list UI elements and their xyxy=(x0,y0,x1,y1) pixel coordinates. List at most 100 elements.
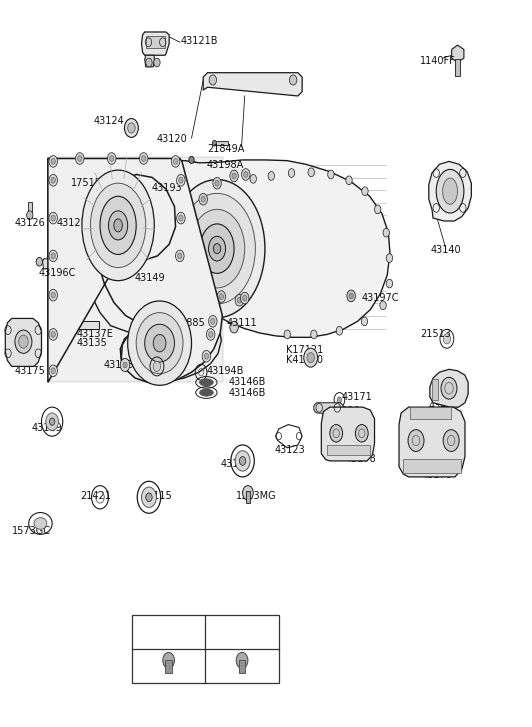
Text: 1140FF: 1140FF xyxy=(420,56,456,66)
Circle shape xyxy=(304,348,318,367)
Bar xyxy=(28,202,32,218)
Circle shape xyxy=(49,329,57,340)
Circle shape xyxy=(235,451,250,471)
Text: 43194B: 43194B xyxy=(206,366,244,376)
Bar xyxy=(455,59,460,76)
Circle shape xyxy=(441,377,457,399)
Ellipse shape xyxy=(145,324,174,362)
Ellipse shape xyxy=(114,219,122,232)
Circle shape xyxy=(123,362,127,368)
Polygon shape xyxy=(142,32,169,55)
Circle shape xyxy=(355,425,368,442)
Circle shape xyxy=(190,318,195,324)
Circle shape xyxy=(375,205,381,214)
Circle shape xyxy=(82,212,88,219)
Circle shape xyxy=(347,290,355,302)
Circle shape xyxy=(110,156,114,161)
Circle shape xyxy=(408,430,424,451)
Circle shape xyxy=(308,168,314,177)
Circle shape xyxy=(362,187,368,196)
Text: 43178: 43178 xyxy=(346,454,377,464)
Text: 45330: 45330 xyxy=(330,406,361,417)
Circle shape xyxy=(337,397,342,403)
Polygon shape xyxy=(5,318,41,366)
Circle shape xyxy=(289,75,297,85)
Text: 43115: 43115 xyxy=(142,491,173,501)
Circle shape xyxy=(443,430,459,451)
Circle shape xyxy=(157,177,167,190)
Circle shape xyxy=(230,170,238,182)
Polygon shape xyxy=(43,259,101,269)
Text: 11403C: 11403C xyxy=(151,628,186,638)
Polygon shape xyxy=(157,160,390,337)
Text: 43198A: 43198A xyxy=(206,160,244,170)
Circle shape xyxy=(192,220,196,225)
Circle shape xyxy=(189,156,194,164)
Circle shape xyxy=(443,334,451,344)
Circle shape xyxy=(51,253,55,259)
Circle shape xyxy=(204,285,209,291)
Bar xyxy=(432,379,438,400)
Circle shape xyxy=(153,361,161,371)
Circle shape xyxy=(219,294,223,300)
Circle shape xyxy=(432,426,436,432)
Bar xyxy=(403,459,461,473)
Circle shape xyxy=(187,246,192,252)
Circle shape xyxy=(88,173,98,188)
Circle shape xyxy=(307,353,314,363)
Circle shape xyxy=(173,158,178,164)
Circle shape xyxy=(242,169,250,180)
Bar xyxy=(410,407,451,419)
Circle shape xyxy=(179,177,183,183)
Text: 43176: 43176 xyxy=(422,470,453,480)
Polygon shape xyxy=(321,407,375,461)
Circle shape xyxy=(361,317,368,326)
Circle shape xyxy=(142,156,146,161)
Text: 43885: 43885 xyxy=(174,318,205,328)
Circle shape xyxy=(49,418,55,425)
Text: 21849A: 21849A xyxy=(207,144,245,154)
Polygon shape xyxy=(145,55,154,67)
Circle shape xyxy=(209,75,217,85)
Ellipse shape xyxy=(109,211,128,240)
Ellipse shape xyxy=(189,209,245,288)
Text: 1140EJ: 1140EJ xyxy=(227,628,257,638)
Text: 43124: 43124 xyxy=(93,116,124,126)
Text: 43195C: 43195C xyxy=(420,424,458,434)
Circle shape xyxy=(213,177,221,189)
Ellipse shape xyxy=(200,379,213,386)
Circle shape xyxy=(154,58,160,67)
Circle shape xyxy=(46,413,59,430)
Circle shape xyxy=(430,423,438,435)
Circle shape xyxy=(311,330,317,339)
Circle shape xyxy=(202,282,211,294)
Text: K41800: K41800 xyxy=(286,355,323,365)
Ellipse shape xyxy=(436,169,464,213)
Text: 43119: 43119 xyxy=(221,459,252,469)
Circle shape xyxy=(142,487,156,507)
Text: 1123MG: 1123MG xyxy=(236,491,276,501)
Ellipse shape xyxy=(82,170,154,281)
Circle shape xyxy=(212,140,217,146)
Polygon shape xyxy=(452,45,464,63)
Ellipse shape xyxy=(209,236,226,261)
Circle shape xyxy=(215,180,219,186)
Text: 43146B: 43146B xyxy=(229,388,266,398)
Circle shape xyxy=(243,486,253,500)
Ellipse shape xyxy=(169,180,265,318)
Text: 43193: 43193 xyxy=(104,360,135,370)
Circle shape xyxy=(188,270,193,276)
Bar xyxy=(213,141,228,145)
Circle shape xyxy=(177,174,185,186)
Text: 43120: 43120 xyxy=(157,134,188,144)
Circle shape xyxy=(386,279,393,288)
Text: 43196C: 43196C xyxy=(39,268,76,278)
Circle shape xyxy=(27,211,33,220)
Circle shape xyxy=(188,316,197,327)
Polygon shape xyxy=(429,161,471,221)
Circle shape xyxy=(186,268,195,279)
Polygon shape xyxy=(48,158,221,381)
Circle shape xyxy=(346,176,352,185)
Text: 43149: 43149 xyxy=(134,273,165,284)
Ellipse shape xyxy=(128,301,192,385)
